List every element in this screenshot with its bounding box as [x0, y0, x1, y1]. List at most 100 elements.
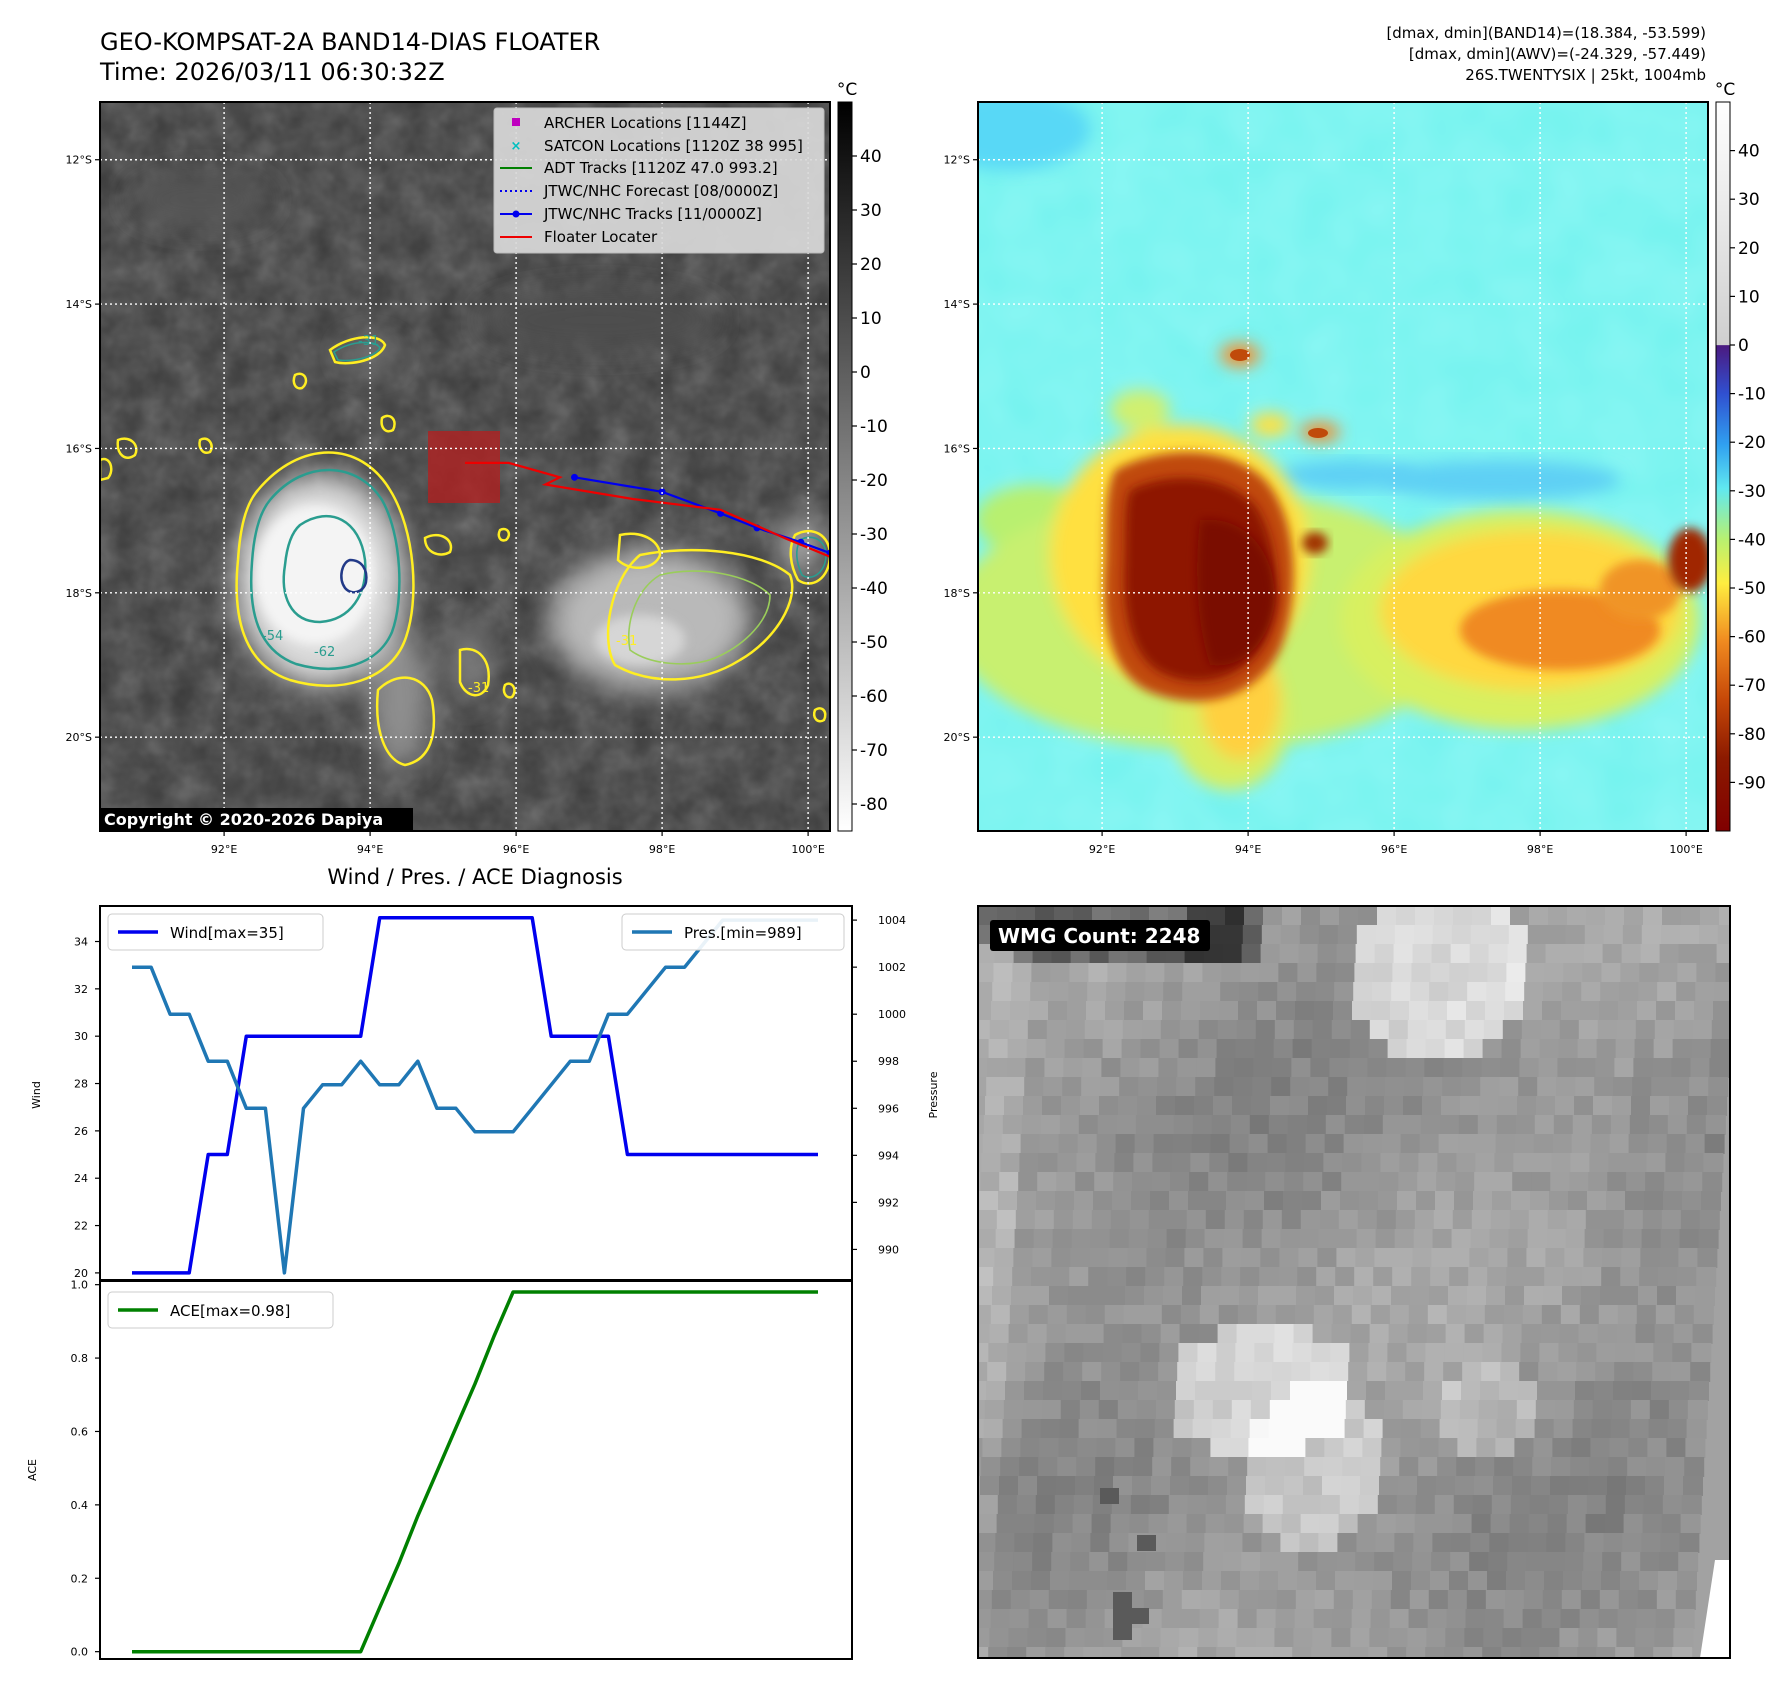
- ir-legend: ARCHER Locations [1144Z] × SATCON Locati…: [493, 107, 825, 254]
- copyright-box: [100, 808, 413, 831]
- wmg-pixel: [1280, 1229, 1301, 1249]
- wmg-pixel: [1247, 1457, 1268, 1477]
- wmg-pixel: [1231, 1400, 1252, 1420]
- wmg-pixel: [1620, 1571, 1640, 1591]
- wmg-pixel: [1088, 963, 1109, 983]
- wmg-pixel: [1382, 1115, 1403, 1135]
- wmg-pixel: [1389, 1305, 1410, 1325]
- wmg-pixel: [1410, 1286, 1430, 1306]
- wmg-pixel: [1292, 1039, 1313, 1059]
- wmg-pixel: [1241, 1248, 1262, 1268]
- wmg-pixel: [1145, 1267, 1166, 1287]
- wmg-pixel: [1268, 1115, 1289, 1135]
- floater-box: [428, 431, 500, 503]
- wmg-pixel: [1466, 1001, 1486, 1021]
- wmg-pixel: [992, 982, 1013, 1002]
- wmg-pixel: [1053, 1210, 1074, 1230]
- wmg-pixel: [1672, 1343, 1693, 1363]
- wmg-dark-pixel: [1113, 1624, 1132, 1640]
- wmg-pixel: [1324, 1134, 1345, 1154]
- wmg-pixel: [1215, 1058, 1236, 1078]
- wmg-pixel: [1349, 1039, 1370, 1059]
- wmg-pixel: [1624, 906, 1644, 926]
- wmg-pixel: [1347, 1381, 1367, 1401]
- wmg-pixel: [1146, 1552, 1167, 1572]
- wmg-pixel: [1224, 1210, 1245, 1230]
- wmg-pixel: [1087, 982, 1108, 1002]
- wmg-pixel: [1002, 1419, 1023, 1439]
- wmg-pixel: [1495, 1438, 1516, 1458]
- wmg-pixel: [1681, 1495, 1702, 1515]
- wmg-pixel: [1208, 1172, 1229, 1192]
- wmg-pixel: [1311, 1039, 1332, 1059]
- wmg-pixel: [1557, 1362, 1578, 1382]
- wmg-pixel: [978, 1001, 992, 1021]
- wmg-pixel: [1413, 1533, 1434, 1553]
- wmg-pixel: [1390, 1590, 1411, 1610]
- pres-legend-label: Pres.[min=989]: [684, 924, 802, 942]
- wmg-pixel: [1358, 906, 1378, 926]
- wmg-pixel: [1085, 1305, 1106, 1325]
- wmg-pixel: [1480, 1077, 1501, 1097]
- wmg-pixel: [1330, 1039, 1351, 1059]
- wmg-edge: [1700, 1560, 1730, 1658]
- wmg-pixel: [991, 1001, 1011, 1021]
- wmg-pixel: [1207, 1191, 1227, 1211]
- wmg-pixel: [1158, 1362, 1179, 1382]
- wmg-pixel: [1253, 1058, 1274, 1078]
- wmg-pixel: [1228, 1457, 1249, 1477]
- wmg-pixel: [1589, 1457, 1610, 1477]
- wmg-pixel: [1475, 1457, 1496, 1477]
- wmg-pixel: [1025, 1362, 1046, 1382]
- wmg-pixel: [1642, 1210, 1663, 1230]
- wmg-pixel: [1034, 1210, 1055, 1230]
- ir-lon-label: 94°E: [357, 843, 383, 856]
- info-line2: [dmax, dmin](AWV)=(-24.329, -57.449): [1409, 45, 1706, 63]
- wmg-pixel: [1661, 1210, 1682, 1230]
- wmg-pixel: [1082, 1362, 1103, 1382]
- wmg-pixel: [1659, 1552, 1680, 1572]
- wmg-pixel: [1229, 1134, 1250, 1154]
- wmg-pixel: [1255, 1324, 1276, 1344]
- ir-cb-tick-label: -20: [860, 471, 888, 491]
- wmg-pixel: [1432, 1229, 1453, 1249]
- wmg-pixel: [1263, 906, 1283, 926]
- wmg-pixel: [1659, 944, 1680, 964]
- wmg-pixel: [1046, 1020, 1067, 1040]
- wmg-pixel: [1249, 1115, 1270, 1135]
- wmg-pixel: [1140, 1343, 1161, 1363]
- wmg-pixel: [1350, 1628, 1371, 1648]
- wmg-pixel: [993, 963, 1014, 983]
- wmg-pixel: [1194, 1096, 1214, 1116]
- wmg-pixel: [1626, 1172, 1647, 1192]
- wmg-pixel: [1292, 1647, 1313, 1658]
- wmg-pixel: [1000, 1457, 1021, 1477]
- wmg-pixel: [1299, 1229, 1320, 1249]
- wmg-pixel: [1427, 1305, 1448, 1325]
- wmg-pixel: [1682, 1191, 1702, 1211]
- wmg-pixel: [1299, 925, 1320, 945]
- wmg-pixel: [979, 1191, 999, 1211]
- wmg-pixel: [1597, 1628, 1618, 1648]
- wmg-pixel: [1329, 1058, 1350, 1078]
- wmg-pixel: [982, 1438, 1003, 1458]
- wmg-pixel: [1613, 1077, 1634, 1097]
- wind-y-tick-label: 22: [74, 1220, 88, 1233]
- wmg-pixel: [1417, 1476, 1437, 1496]
- awv-lon-label: 92°E: [1089, 843, 1115, 856]
- awv-lon-ticks: 92°E 94°E 96°E 98°E 100°E: [1089, 831, 1703, 856]
- wmg-pixel: [1241, 944, 1262, 964]
- wmg-pixel: [1217, 1324, 1238, 1344]
- wmg-pixel: [1523, 1001, 1543, 1021]
- wmg-pixel: [1548, 906, 1568, 926]
- wmg-pixel: [1186, 1210, 1207, 1230]
- wmg-pixel: [1527, 925, 1548, 945]
- wind-y-tick-label: 26: [74, 1125, 88, 1138]
- awv-colorbar: [1715, 101, 1731, 832]
- wmg-count-label: WMG Count: 2248: [998, 924, 1200, 948]
- wmg-pixel: [1266, 1153, 1287, 1173]
- wmg-pixel: [1594, 1381, 1614, 1401]
- wmg-pixel: [1269, 1400, 1290, 1420]
- wmg-pixel: [1513, 1457, 1534, 1477]
- wmg-pixel: [1054, 1495, 1075, 1515]
